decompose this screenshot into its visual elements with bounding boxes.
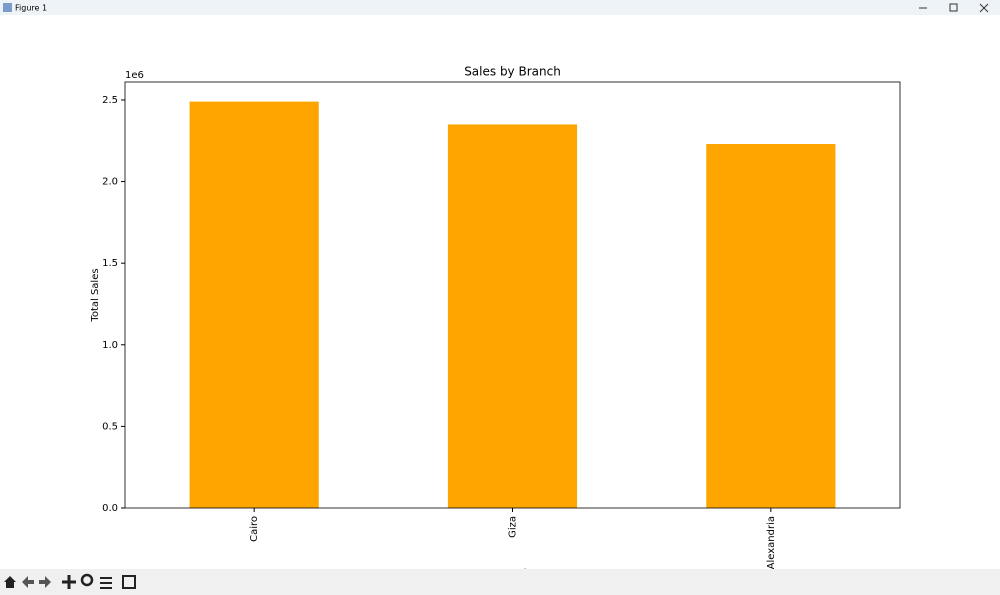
x-tick-label: Alexandria [766, 516, 777, 569]
y-tick-label: 2.5 [102, 95, 118, 106]
plot-frame [124, 81, 901, 509]
y-axis-label: Total Sales [90, 268, 101, 322]
restore-button[interactable] [949, 3, 958, 12]
close-button[interactable] [979, 3, 989, 13]
title-bar [0, 0, 1000, 15]
y-tick-label: 0.5 [102, 421, 118, 432]
y-tick-label: 2.0 [102, 177, 118, 188]
home-button[interactable] [4, 576, 16, 588]
toolbar [0, 569, 1000, 595]
back-button[interactable] [22, 576, 34, 588]
x-tick-label: Giza [508, 516, 519, 538]
configure-button[interactable] [100, 577, 112, 589]
bar [189, 101, 319, 508]
save-button[interactable] [122, 575, 136, 589]
window-title: Figure 1 [15, 4, 47, 13]
y-tick-label: 0.0 [102, 503, 118, 514]
chart-title: Sales by Branch [464, 65, 561, 79]
bar [447, 124, 578, 509]
y-tick-label: 1.0 [102, 340, 118, 351]
zoom-button[interactable] [80, 573, 94, 587]
app-icon [3, 3, 12, 12]
pan-button[interactable] [62, 575, 76, 589]
forward-button[interactable] [39, 576, 51, 588]
x-tick-label: Cairo [249, 516, 260, 542]
bar [706, 144, 836, 508]
offset-label: 1e6 [125, 70, 144, 81]
y-tick-label: 1.5 [102, 258, 118, 269]
